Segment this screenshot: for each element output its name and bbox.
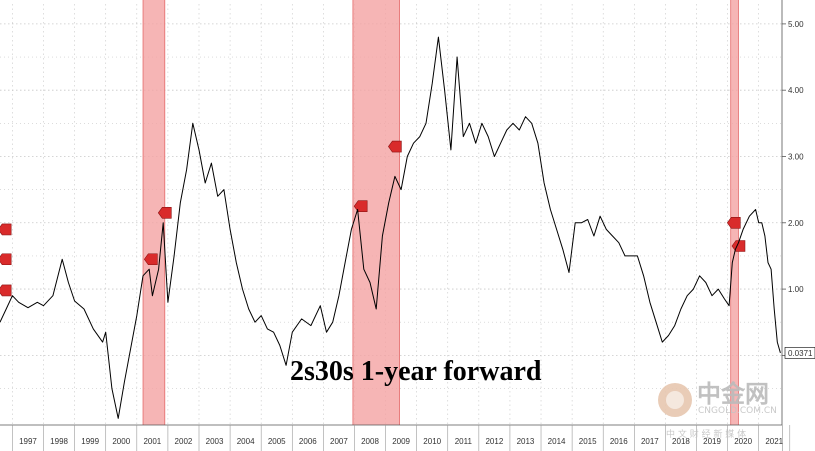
- x-tick-label: 2006: [299, 437, 317, 446]
- x-tick-label: 2015: [579, 437, 597, 446]
- watermark-logo-icon: [658, 383, 692, 417]
- x-tick-label: 2000: [112, 437, 130, 446]
- last-value-label: 0.0371: [788, 349, 813, 358]
- x-tick-label: 1997: [19, 437, 37, 446]
- watermark-brand: 中金网: [697, 380, 769, 408]
- last-value-box: [784, 347, 815, 359]
- x-tick-label: 2005: [268, 437, 286, 446]
- x-tick-label: 2001: [143, 437, 161, 446]
- x-tick-label: 2021: [765, 437, 783, 446]
- x-tick-label: 2002: [175, 437, 193, 446]
- event-marker: [0, 223, 12, 236]
- x-axis-strip: [0, 425, 782, 451]
- x-tick-label: 2007: [330, 437, 348, 446]
- watermark: 中金网 CNGOLD.COM.CN 中 文 财 经 新 媒 体: [658, 380, 777, 440]
- event-marker: [0, 284, 12, 297]
- watermark-tagline: 中 文 财 经 新 媒 体: [666, 428, 746, 440]
- x-tick-label: 2003: [206, 437, 224, 446]
- event-marker: [157, 207, 172, 219]
- event-marker: [388, 140, 402, 153]
- x-tick-label: 2011: [455, 437, 473, 446]
- x-tick-label: 2020: [734, 437, 752, 446]
- x-tick-label: 2018: [672, 437, 690, 446]
- x-tick-label: 1998: [50, 437, 68, 446]
- x-tick-label: 2009: [392, 437, 410, 446]
- last-value-badge: 0.0371: [784, 347, 815, 359]
- series-line: [0, 36, 781, 419]
- y-tick-label: 2.00: [788, 219, 804, 228]
- y-tick-label: 5.00: [788, 20, 804, 29]
- recession-band: [352, 0, 400, 425]
- x-axis: 1997 1998 1999 2000 2001 2002 2003 2004 2005 2006…: [0, 424, 791, 451]
- x-tick-label: 2008: [361, 437, 379, 446]
- x-tick-label: 2014: [548, 437, 566, 446]
- x-tick-label: 2012: [485, 437, 503, 446]
- recession-bands: [142, 0, 739, 425]
- event-marker: [0, 253, 12, 266]
- x-tick-label: 2017: [641, 437, 659, 446]
- y-tick-label: 1.00: [788, 285, 804, 294]
- x-tick-label: 2004: [237, 437, 255, 446]
- x-tick-label: 2016: [610, 437, 628, 446]
- x-tick-label: 1999: [81, 437, 99, 446]
- x-tick-label: 2019: [703, 437, 721, 446]
- chart-title: 2s30s 1-year forward: [290, 356, 542, 387]
- y-tick-label: 3.00: [788, 152, 804, 161]
- event-marker: [143, 253, 158, 266]
- y-tick-label: 4.00: [788, 86, 804, 95]
- recession-band: [730, 0, 739, 425]
- watermark-logo-inner: [666, 391, 684, 409]
- x-tick-label: 2010: [423, 437, 441, 446]
- event-marker: [726, 216, 741, 229]
- recession-band: [143, 0, 165, 425]
- x-tick-label: 2013: [517, 437, 535, 446]
- watermark-site: CNGOLD.COM.CN: [698, 406, 777, 416]
